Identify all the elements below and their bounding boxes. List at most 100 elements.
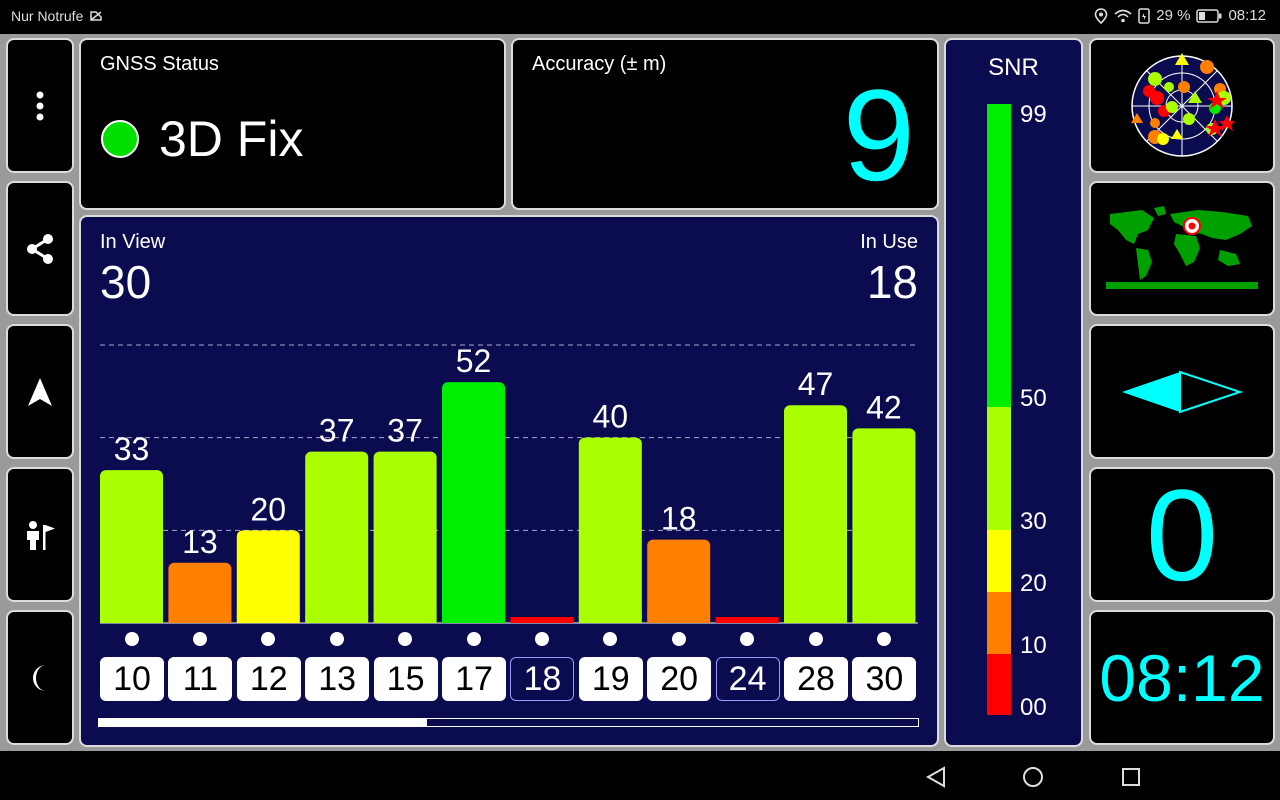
status-bar: Nur Notrufe 29 % 08:12 — [0, 0, 1280, 34]
accuracy-panel[interactable]: Accuracy (± m) 9 — [511, 38, 939, 210]
snr-bar — [168, 562, 232, 623]
menu-button[interactable] — [6, 38, 74, 173]
snr-value-label: 18 — [661, 501, 697, 537]
prn-label[interactable]: 12 — [236, 657, 301, 701]
snr-value-label: 20 — [251, 491, 287, 527]
prn-label[interactable]: 15 — [373, 657, 438, 701]
satellite-dot — [398, 632, 413, 646]
snr-value-label: 47 — [798, 366, 834, 402]
snr-value-label: 52 — [456, 343, 492, 379]
snr-bar — [100, 470, 163, 623]
recents-square-icon[interactable] — [1121, 767, 1141, 787]
in-view-label: In View — [100, 231, 166, 253]
snr-bar — [373, 451, 437, 623]
prn-label[interactable]: 30 — [852, 657, 917, 701]
navigation-arrow-icon — [28, 377, 52, 406]
snr-bar-base — [236, 615, 300, 623]
share-icon — [27, 233, 53, 264]
snr-scale-tick: 30 — [1020, 508, 1047, 535]
prn-label[interactable]: 10 — [100, 657, 164, 701]
back-triangle-icon[interactable] — [925, 766, 947, 788]
snr-value-label: 13 — [182, 524, 218, 560]
snr-bar-base — [373, 615, 437, 623]
gnss-status-panel[interactable]: GNSS Status 3D Fix — [79, 38, 506, 210]
prn-label[interactable]: 17 — [442, 657, 506, 701]
moon-icon — [33, 664, 46, 691]
sky-view-button[interactable] — [1089, 38, 1275, 173]
satellite-dot — [329, 632, 344, 646]
battery-saver-icon — [1138, 7, 1150, 24]
snr-scale-segment — [987, 654, 1011, 715]
fix-indicator — [101, 120, 139, 158]
in-use-count: 18 — [866, 256, 918, 308]
home-circle-icon[interactable] — [1022, 766, 1044, 788]
snr-bar — [715, 617, 779, 623]
compass-needle-icon — [1122, 370, 1244, 413]
snr-bar — [305, 451, 369, 623]
world-map-icon — [1106, 205, 1258, 289]
battery-percent: 29 % — [1156, 7, 1191, 24]
snr-value-label: 37 — [319, 413, 355, 449]
navigation-bar — [0, 751, 1280, 800]
satellite-dot — [603, 632, 618, 646]
battery-icon — [1196, 8, 1222, 23]
satellite-dot — [192, 632, 207, 646]
snr-scale-tick: 00 — [1020, 694, 1047, 721]
satellite-dot — [671, 632, 686, 646]
snr-bar — [647, 539, 711, 623]
snr-scale-segment — [987, 407, 1011, 530]
status-bar-right: 29 % 08:12 — [1094, 7, 1266, 24]
snr-value-label: 37 — [387, 413, 423, 449]
snr-bar-base — [647, 615, 711, 623]
share-button[interactable] — [6, 181, 74, 316]
compass-panel[interactable] — [1089, 324, 1275, 459]
prn-label[interactable]: 24 — [715, 657, 780, 701]
accuracy-title: Accuracy (± m) — [532, 53, 667, 75]
snr-bar — [852, 428, 916, 623]
speed-panel[interactable]: 0 — [1089, 467, 1275, 602]
status-bar-left: Nur Notrufe — [11, 8, 102, 24]
satellite-dot — [740, 632, 755, 646]
prn-label[interactable]: 11 — [168, 657, 233, 701]
snr-bar — [784, 405, 847, 623]
snr-scale-tick: 10 — [1020, 632, 1047, 659]
snr-bar-base — [168, 615, 232, 623]
clock-panel[interactable]: 08:12 — [1089, 610, 1275, 745]
satellite-dot — [534, 632, 549, 646]
satellite-dot — [261, 632, 276, 646]
in-use-label: In Use — [860, 231, 918, 253]
prn-label[interactable]: 20 — [647, 657, 712, 701]
speed-value: 0 — [1145, 467, 1219, 602]
wifi-icon — [1114, 9, 1132, 22]
snr-scale-segment — [987, 104, 1011, 407]
waypoint-button[interactable] — [6, 467, 74, 602]
snr-bar-base — [305, 615, 369, 623]
navigation-button[interactable] — [6, 324, 74, 459]
more-vert-icon — [36, 91, 44, 120]
snr-value-label: 40 — [593, 399, 629, 435]
snr-value-label: 33 — [114, 431, 150, 467]
snr-bar — [442, 382, 505, 623]
carrier-text: Nur Notrufe — [11, 8, 84, 24]
world-map-button[interactable] — [1089, 181, 1275, 316]
prn-label[interactable]: 19 — [578, 657, 643, 701]
snr-bar — [236, 530, 300, 623]
status-time: 08:12 — [1228, 7, 1266, 24]
snr-bar-base — [442, 615, 505, 623]
satellite-dot — [466, 632, 481, 646]
night-mode-button[interactable] — [6, 610, 74, 745]
snr-bar-base — [578, 615, 642, 623]
satellite-scrollbar[interactable] — [98, 718, 919, 727]
no-sim-icon — [90, 11, 102, 21]
scrollbar-thumb[interactable] — [99, 719, 427, 726]
clock-value: 08:12 — [1099, 640, 1265, 715]
snr-scale-tick: 20 — [1020, 570, 1047, 597]
prn-label[interactable]: 13 — [305, 657, 370, 701]
prn-label[interactable]: 18 — [510, 657, 575, 701]
snr-value-label: 42 — [866, 389, 902, 425]
snr-bar-base — [852, 615, 916, 623]
prn-label[interactable]: 28 — [784, 657, 848, 701]
snr-scale-segment — [987, 530, 1011, 592]
